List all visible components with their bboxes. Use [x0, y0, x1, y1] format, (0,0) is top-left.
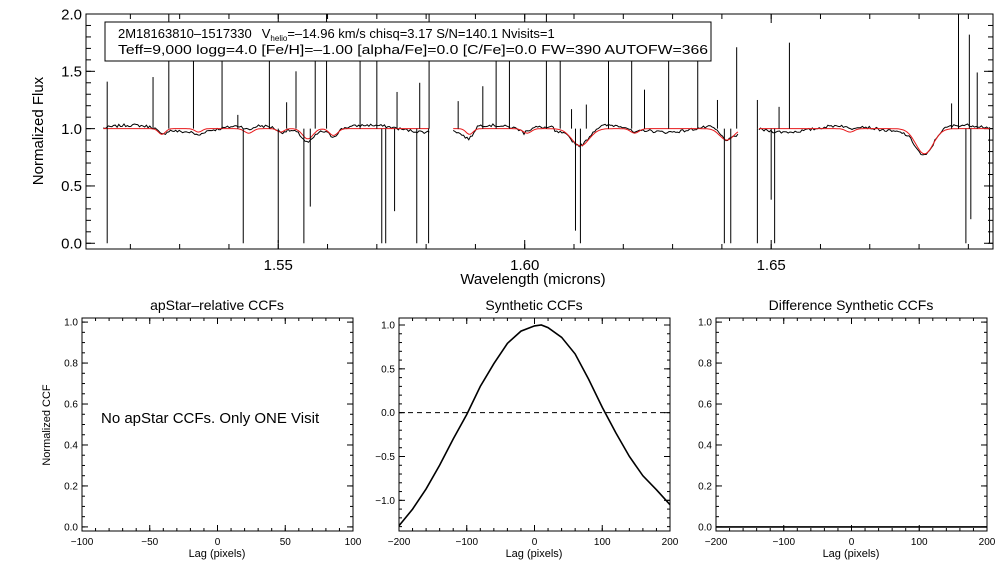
- ccf1-y-tick-label: 1.0: [64, 318, 78, 329]
- ccf-panel-synthetic: Synthetic CCFs −1.0 −0.5 0.0 0.5 1.0 −200 −10…: [375, 297, 679, 560]
- ccf2-y-tick-labels: −1.0 −0.5 0.0 0.5 1.0: [375, 321, 395, 507]
- ccf1-annotation: No apStar CCFs. Only ONE Visit: [101, 410, 320, 427]
- ccf2-series: [398, 324, 671, 527]
- ccf2-ticks: [398, 318, 671, 531]
- ccf3-ticks: [715, 318, 988, 531]
- ccf3-x-tick-label: −200: [705, 537, 728, 548]
- ccf1-y-tick-label: 0.6: [64, 400, 78, 411]
- model-spectrum-line: [103, 128, 430, 140]
- ccf3-y-tick-label: 1.0: [698, 318, 712, 329]
- ccf-panel-apstar: apStar–relative CCFs 0.00.20.40.60.81.0 …: [41, 297, 362, 560]
- ccf2-x-tick-labels: −200 −100 0 100 200: [388, 537, 679, 548]
- ccf3-frame: [715, 317, 988, 532]
- spec-y-tick-label: 1.5: [61, 64, 82, 81]
- spec-y-tick-label: 0.0: [61, 236, 82, 253]
- model-spectrum-line: [453, 128, 739, 147]
- ccf3-y-tick-labels: 0.0 0.2 0.4 0.6 0.8 1.0: [698, 318, 712, 534]
- ccf3-y-tick-label: 0.6: [698, 400, 712, 411]
- info-line-1: 2M18163810–1517330 Vhelio=–14.96 km/s chi…: [118, 26, 555, 43]
- ccf2-x-axis-label: Lag (pixels): [506, 548, 563, 560]
- observed-spectrum-line: [103, 123, 430, 143]
- ccf3-x-axis-label: Lag (pixels): [823, 548, 880, 560]
- spec-x-tick-label: 1.55: [264, 257, 293, 274]
- spectrum-y-axis-label: Normalized Flux: [30, 76, 47, 185]
- spec-y-tick-label: 0.5: [61, 178, 82, 195]
- ccf-panel-difference: Difference Synthetic CCFs 0.00.20.40.60.…: [698, 297, 996, 560]
- ccf1-y-axis-label: Normalized CCF: [41, 384, 53, 466]
- info-line-2: Teff=9,000 logg=4.0 [Fe/H]=–1.00 [alpha/…: [118, 42, 708, 57]
- spec-y-tick-label: 1.0: [61, 121, 82, 138]
- ccf1-x-tick-label: −100: [71, 537, 94, 548]
- ccf3-y-tick-label: 0.2: [698, 481, 712, 492]
- info-v-symbol: V: [262, 26, 271, 41]
- ccf1-y-tick-label: 0.4: [64, 440, 78, 451]
- ccf3-x-tick-label: 100: [911, 537, 928, 548]
- info-star-id: 2M18163810–1517330: [118, 26, 252, 41]
- ccf1-x-tick-label: −50: [141, 537, 158, 548]
- info-box: [104, 21, 712, 62]
- ccf2-title: Synthetic CCFs: [485, 297, 582, 313]
- spectrum-frame: [85, 13, 994, 250]
- ccf1-x-tick-label: 100: [345, 537, 362, 548]
- spectrum-x-axis-label: Wavelength (microns): [460, 271, 605, 288]
- spectrum-y-tick-labels: 0.0 0.5 1.0 1.5 2.0: [61, 6, 82, 252]
- ccf2-x-tick-label: 0: [532, 537, 538, 548]
- ccf1-x-tick-label: 50: [280, 537, 292, 548]
- ccf2-y-tick-label: −0.5: [375, 452, 395, 463]
- ccf1-title: apStar–relative CCFs: [150, 297, 284, 313]
- info-v-subscript: helio: [270, 34, 287, 43]
- ccf2-y-tick-label: 0.0: [381, 408, 395, 419]
- ccf2-x-tick-label: −100: [455, 537, 478, 548]
- info-line-1-rest: =–14.96 km/s chisq=3.17 S/N=140.1 Nvisit…: [287, 26, 554, 41]
- ccf2-x-tick-label: 200: [662, 537, 679, 548]
- ccf3-x-tick-labels: −200 −100 0 100 200: [705, 537, 996, 548]
- ccf1-y-tick-label: 0.0: [64, 522, 78, 533]
- ccf1-x-tick-labels: −100 −50 0 50 100: [71, 537, 362, 548]
- ccf3-y-tick-label: 0.4: [698, 440, 712, 451]
- ccf2-y-tick-label: −1.0: [375, 496, 395, 507]
- model-spectrum-line: [758, 128, 990, 155]
- ccf3-y-tick-label: 0.8: [698, 359, 712, 370]
- ccf2-frame: [398, 317, 671, 532]
- ccf3-x-tick-label: −100: [772, 537, 795, 548]
- spec-y-tick-label: 2.0: [61, 6, 82, 23]
- ccf2-y-tick-label: 1.0: [381, 321, 395, 332]
- ccf2-x-tick-label: 100: [594, 537, 611, 548]
- ccf3-y-tick-label: 0.0: [698, 522, 712, 533]
- ccf1-x-axis-label: Lag (pixels): [189, 548, 246, 560]
- spectrum-x-tick-labels: 1.55 1.60 1.65: [264, 257, 786, 274]
- ccf3-title: Difference Synthetic CCFs: [769, 297, 934, 313]
- ccf3-x-tick-label: 200: [979, 537, 996, 548]
- ccf2-series-line: [398, 324, 671, 527]
- ccf1-ticks: [81, 318, 354, 531]
- ccf1-y-tick-labels: 0.0 0.2 0.4 0.6 0.8 1.0: [64, 318, 78, 534]
- ccf2-y-tick-label: 0.5: [381, 364, 395, 375]
- spectrum-panel: 0.0 0.5 1.0 1.5 2.0 1.55 1.60 1.65 2M18163810–…: [30, 6, 994, 288]
- ccf2-x-tick-label: −200: [388, 537, 411, 548]
- ccf1-y-tick-label: 0.2: [64, 481, 78, 492]
- ccf3-x-tick-label: 0: [849, 537, 855, 548]
- spec-x-tick-label: 1.60: [510, 257, 539, 274]
- spec-x-tick-label: 1.65: [757, 257, 786, 274]
- ccf1-x-tick-label: 0: [215, 537, 221, 548]
- ccf1-y-tick-label: 0.8: [64, 359, 78, 370]
